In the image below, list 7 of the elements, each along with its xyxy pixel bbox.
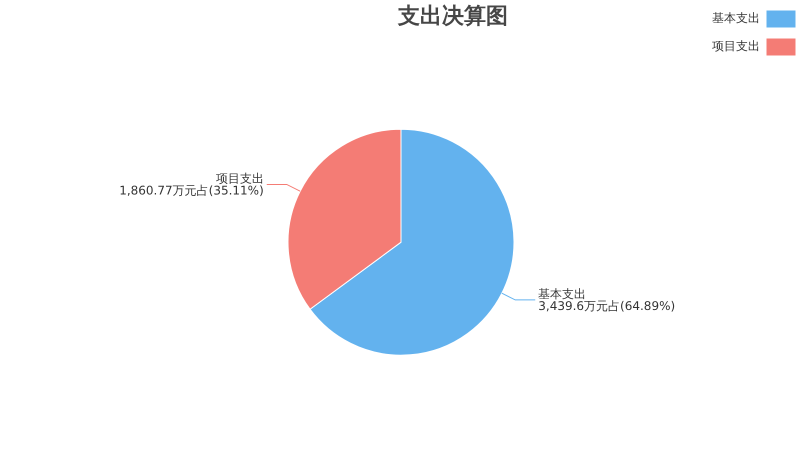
legend-label: 项目支出 bbox=[712, 39, 760, 54]
slice-label: 基本支出 bbox=[538, 287, 586, 302]
data-label: 1,860.77万元占(35.11%) bbox=[119, 184, 264, 198]
legend-label: 基本支出 bbox=[712, 11, 760, 26]
chart-title: 支出决算图 bbox=[397, 4, 508, 29]
slice-label: 项目支出 bbox=[216, 172, 264, 186]
data-label: 3,439.6万元占(64.89%) bbox=[538, 299, 676, 314]
